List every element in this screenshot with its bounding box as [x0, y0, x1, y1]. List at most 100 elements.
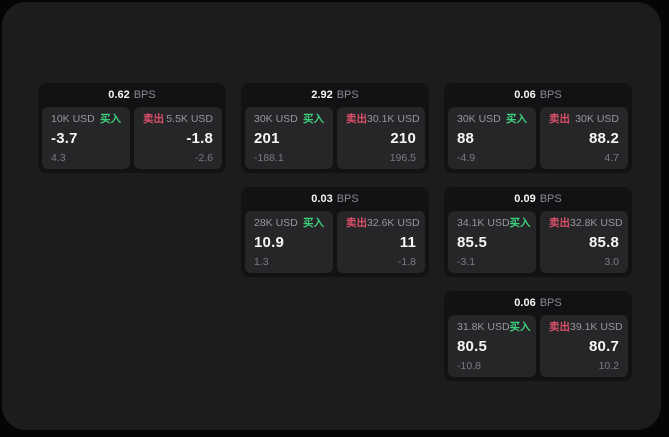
sell-tile-header: 卖出 32.8K USD: [549, 218, 623, 229]
sell-sub-value: -2.6: [194, 151, 213, 164]
sell-label: 卖出: [549, 113, 570, 125]
buy-label: 买入: [303, 217, 324, 229]
bps-header: 2.92 BPS: [241, 83, 429, 107]
buy-tile-header: 28K USD 买入: [254, 218, 324, 229]
buy-price: 80.5: [457, 338, 487, 355]
sell-tile[interactable]: 卖出 32.6K USD 11 -1.8: [337, 211, 425, 273]
quote-card: 0.03 BPS 28K USD 买入 10.9 1.3 卖出 32.6K US…: [241, 187, 429, 277]
sell-tile[interactable]: 卖出 30K USD 88.2 4.7: [540, 107, 628, 169]
buy-price: 88: [457, 130, 475, 147]
bps-header: 0.03 BPS: [241, 187, 429, 211]
sell-tile[interactable]: 卖出 5.5K USD -1.8 -2.6: [134, 107, 222, 169]
quote-card: 0.62 BPS 10K USD 买入 -3.7 4.3 卖出 5.5K USD: [38, 83, 226, 173]
buy-price: 201: [254, 130, 280, 147]
bps-header: 0.06 BPS: [444, 83, 632, 107]
buy-tile[interactable]: 10K USD 买入 -3.7 4.3: [42, 107, 130, 169]
bps-header: 0.06 BPS: [444, 291, 632, 315]
buy-tile-header: 34.1K USD 买入: [457, 217, 531, 229]
bps-value: 0.06: [514, 296, 536, 309]
sell-amount: 5.5K USD: [166, 113, 213, 125]
buy-sub-value: -188.1: [254, 151, 284, 164]
sell-tile-header: 卖出 5.5K USD: [143, 114, 213, 125]
bps-value: 0.06: [514, 88, 536, 101]
sell-label: 卖出: [346, 217, 367, 229]
sell-price: -1.8: [186, 130, 213, 147]
sell-amount: 39.1K USD: [570, 321, 623, 333]
sell-tile[interactable]: 卖出 30.1K USD 210 196.5: [337, 107, 425, 169]
buy-tile[interactable]: 31.8K USD 买入 80.5 -10.8: [448, 315, 536, 377]
buy-amount: 30K USD: [254, 113, 298, 125]
sell-price: 88.2: [589, 130, 619, 147]
sell-sub-value: 4.7: [604, 151, 619, 164]
sell-amount: 32.6K USD: [367, 217, 420, 229]
buy-amount: 10K USD: [51, 113, 95, 125]
bps-value: 0.03: [311, 192, 333, 205]
buy-price: -3.7: [51, 130, 78, 147]
sell-sub-value: -1.8: [397, 255, 416, 268]
buy-tile-header: 30K USD 买入: [254, 114, 324, 125]
sell-label: 卖出: [549, 321, 570, 333]
buy-amount: 31.8K USD: [457, 321, 510, 333]
quote-panes: 30K USD 买入 88 -4.9 卖出 30K USD 88.2 4.7: [444, 107, 632, 173]
quote-panes: 10K USD 买入 -3.7 4.3 卖出 5.5K USD -1.8 -2.…: [38, 107, 226, 173]
buy-sub-value: -10.8: [457, 359, 481, 372]
sell-amount: 32.8K USD: [570, 217, 623, 229]
buy-label: 买入: [509, 217, 531, 229]
bps-unit: BPS: [539, 296, 562, 309]
buy-tile-header: 30K USD 买入: [457, 114, 527, 125]
buy-label: 买入: [506, 113, 527, 125]
quote-panes: 34.1K USD 买入 85.5 -3.1 卖出 32.8K USD 85.8…: [444, 211, 632, 277]
sell-tile-header: 卖出 32.6K USD: [346, 217, 420, 229]
sell-tile-header: 卖出 30K USD: [549, 114, 619, 125]
buy-sub-value: -3.1: [457, 255, 476, 268]
buy-sub-value: 1.3: [254, 255, 269, 268]
buy-amount: 30K USD: [457, 113, 501, 125]
quotes-grid: 0.62 BPS 10K USD 买入 -3.7 4.3 卖出 5.5K USD: [38, 83, 632, 381]
bps-unit: BPS: [336, 88, 359, 101]
quote-card: 0.09 BPS 34.1K USD 买入 85.5 -3.1 卖出 32.8K…: [444, 187, 632, 277]
sell-tile-header: 卖出 39.1K USD: [549, 321, 623, 333]
buy-tile-header: 10K USD 买入: [51, 114, 121, 125]
sell-price: 80.7: [589, 338, 619, 355]
buy-tile[interactable]: 28K USD 买入 10.9 1.3: [245, 211, 333, 273]
bps-header: 0.09 BPS: [444, 187, 632, 211]
buy-tile[interactable]: 30K USD 买入 88 -4.9: [448, 107, 536, 169]
sell-tile[interactable]: 卖出 32.8K USD 85.8 3.0: [540, 211, 628, 273]
quote-panes: 28K USD 买入 10.9 1.3 卖出 32.6K USD 11 -1.8: [241, 211, 429, 277]
quote-panes: 31.8K USD 买入 80.5 -10.8 卖出 39.1K USD 80.…: [444, 315, 632, 381]
sell-label: 卖出: [143, 113, 164, 125]
buy-label: 买入: [100, 113, 121, 125]
buy-label: 买入: [303, 113, 324, 125]
buy-sub-value: 4.3: [51, 151, 66, 164]
quote-card: 0.06 BPS 30K USD 买入 88 -4.9 卖出 30K USD: [444, 83, 632, 173]
buy-tile[interactable]: 30K USD 买入 201 -188.1: [245, 107, 333, 169]
sell-tile-header: 卖出 30.1K USD: [346, 113, 420, 125]
bps-unit: BPS: [539, 192, 562, 205]
bps-unit: BPS: [539, 88, 562, 101]
bps-unit: BPS: [336, 192, 359, 205]
sell-sub-value: 10.2: [598, 359, 619, 372]
buy-sub-value: -4.9: [457, 151, 476, 164]
sell-price: 11: [399, 234, 416, 251]
bps-header: 0.62 BPS: [38, 83, 226, 107]
bps-value: 0.09: [514, 192, 536, 205]
sell-amount: 30K USD: [575, 113, 619, 125]
quote-panes: 30K USD 买入 201 -188.1 卖出 30.1K USD 210 1…: [241, 107, 429, 173]
sell-tile[interactable]: 卖出 39.1K USD 80.7 10.2: [540, 315, 628, 377]
quote-card: 0.06 BPS 31.8K USD 买入 80.5 -10.8 卖出 39.1…: [444, 291, 632, 381]
sell-sub-value: 3.0: [604, 255, 619, 268]
sell-amount: 30.1K USD: [367, 113, 420, 125]
buy-amount: 34.1K USD: [457, 217, 510, 229]
buy-tile-header: 31.8K USD 买入: [457, 321, 531, 333]
buy-label: 买入: [509, 321, 531, 333]
bps-unit: BPS: [133, 88, 156, 101]
buy-price: 85.5: [457, 234, 487, 251]
buy-amount: 28K USD: [254, 217, 298, 229]
bps-value: 0.62: [108, 88, 130, 101]
buy-price: 10.9: [254, 234, 284, 251]
sell-price: 210: [390, 130, 416, 147]
buy-tile[interactable]: 34.1K USD 买入 85.5 -3.1: [448, 211, 536, 273]
sell-label: 卖出: [346, 113, 367, 125]
sell-sub-value: 196.5: [389, 151, 416, 164]
